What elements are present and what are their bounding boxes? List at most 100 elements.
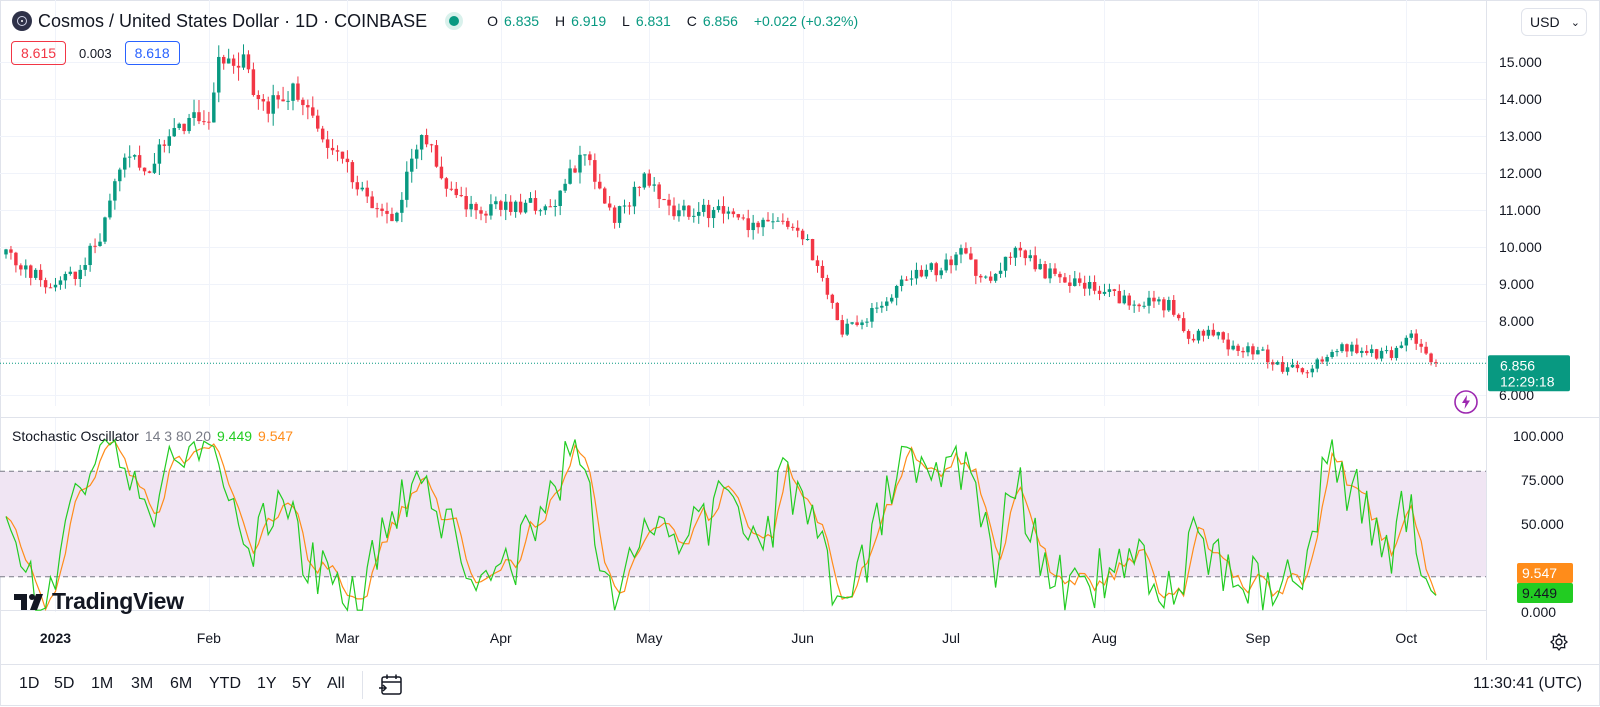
price-axis-tick-label: 10.000 — [1499, 239, 1542, 255]
low-key: L — [622, 13, 630, 29]
candle-body — [1409, 333, 1413, 338]
candle-body — [68, 271, 73, 274]
candle-body — [58, 280, 63, 285]
candle-body — [187, 117, 191, 132]
candle-body — [889, 297, 894, 302]
candle-body — [1419, 343, 1423, 347]
candle-body — [33, 269, 38, 278]
candle-body — [98, 241, 102, 246]
candle-body — [667, 199, 671, 206]
candle-body — [1424, 346, 1428, 354]
candle-body — [578, 154, 582, 173]
candle-body — [553, 206, 557, 208]
oscillator-legend[interactable]: Stochastic Oscillator 14 3 80 20 9.449 9.54… — [12, 428, 293, 444]
candle-body — [301, 99, 305, 106]
candle-body — [528, 198, 533, 203]
candle-body — [1399, 345, 1404, 348]
candle-body — [1434, 362, 1438, 364]
candle-body — [810, 239, 815, 261]
symbol-title[interactable]: Cosmos / United States Dollar · 1D · COI… — [38, 10, 428, 31]
change-value: +0.022 (+0.32%) — [753, 13, 859, 29]
candle-body — [1043, 264, 1047, 279]
candle-body — [1360, 350, 1364, 353]
lightning-bolt-icon[interactable] — [1453, 389, 1479, 415]
timeframe-1y-button[interactable]: 1Y — [257, 675, 277, 692]
candle-body — [504, 201, 508, 210]
candle-body — [1251, 346, 1255, 355]
time-axis-label: Jun — [791, 630, 814, 646]
candle-body — [19, 265, 23, 270]
buy-button[interactable]: 8.618 — [124, 41, 180, 65]
candle-body — [944, 259, 948, 271]
candle-body — [518, 201, 523, 213]
candle-body — [207, 121, 211, 123]
candle-body — [909, 278, 914, 280]
candle-body — [474, 203, 478, 211]
candle-body — [726, 211, 731, 214]
tradingview-mark-icon — [14, 593, 43, 610]
sell-button[interactable]: 8.615 — [11, 41, 67, 65]
candle-body — [1112, 289, 1117, 291]
timeframe-1m-button[interactable]: 1M — [91, 675, 114, 692]
currency-select[interactable]: USD ⌄ — [1521, 8, 1587, 36]
candle-body — [513, 201, 518, 212]
candle-body — [123, 157, 127, 170]
candle-body — [424, 135, 429, 145]
candle-body — [697, 211, 701, 216]
candle-body — [256, 94, 261, 100]
candle-body — [355, 182, 360, 190]
candle-body — [1097, 290, 1102, 294]
candle-body — [904, 279, 909, 281]
oscillator-params: 14 3 80 20 — [144, 428, 211, 444]
currency-label: USD — [1530, 14, 1560, 30]
candle-body — [1414, 333, 1418, 344]
candle-body — [142, 167, 147, 172]
candle-body — [593, 160, 597, 182]
candle-body — [716, 206, 721, 210]
candle-body — [48, 287, 53, 289]
candle-body — [479, 210, 483, 214]
candle-body — [736, 214, 741, 218]
candle-body — [434, 145, 439, 167]
candle-body — [1018, 247, 1023, 251]
candle-body — [1384, 350, 1389, 352]
candle-body — [1058, 273, 1062, 278]
candle-body — [360, 187, 364, 190]
candle-body — [241, 54, 246, 68]
candle-body — [672, 205, 676, 217]
timeframe-3m-button[interactable]: 3M — [131, 675, 154, 692]
tradingview-logo[interactable]: TradingView — [14, 588, 184, 615]
date-range-icon[interactable] — [378, 673, 404, 697]
candle-body — [1241, 350, 1245, 353]
candle-body — [1345, 344, 1349, 352]
timeframe-5d-button[interactable]: 5D — [54, 675, 75, 692]
d-value-box — [1517, 563, 1573, 583]
timeframe-ytd-button[interactable]: YTD — [209, 675, 241, 692]
candle-body — [731, 211, 736, 215]
candle-body — [865, 321, 869, 323]
candle-body — [380, 208, 384, 211]
timeframe-6m-button[interactable]: 6M — [170, 675, 193, 692]
candle-body — [1063, 277, 1067, 283]
candle-body — [291, 83, 295, 101]
settings-gear-icon[interactable] — [1549, 632, 1569, 652]
candle-body — [548, 206, 553, 208]
utc-clock[interactable]: 11:30:41 (UTC) — [1473, 675, 1583, 692]
candle-body — [949, 259, 953, 266]
candle-body — [4, 249, 8, 255]
timeframe-5y-button[interactable]: 5Y — [292, 675, 312, 692]
candle-body — [1142, 305, 1146, 307]
timeframe-all-button[interactable]: All — [327, 675, 345, 692]
candle-body — [43, 280, 48, 288]
candle-body — [820, 265, 825, 278]
candle-body — [632, 186, 637, 207]
candlestick-series — [4, 44, 1438, 378]
candle-body — [73, 271, 78, 279]
candle-body — [118, 169, 122, 182]
timeframe-1d-button[interactable]: 1D — [19, 675, 40, 692]
candle-body — [998, 270, 1003, 274]
grid-lines — [0, 0, 1486, 612]
time-axis-label: Feb — [197, 630, 221, 646]
candle-body — [330, 147, 335, 151]
